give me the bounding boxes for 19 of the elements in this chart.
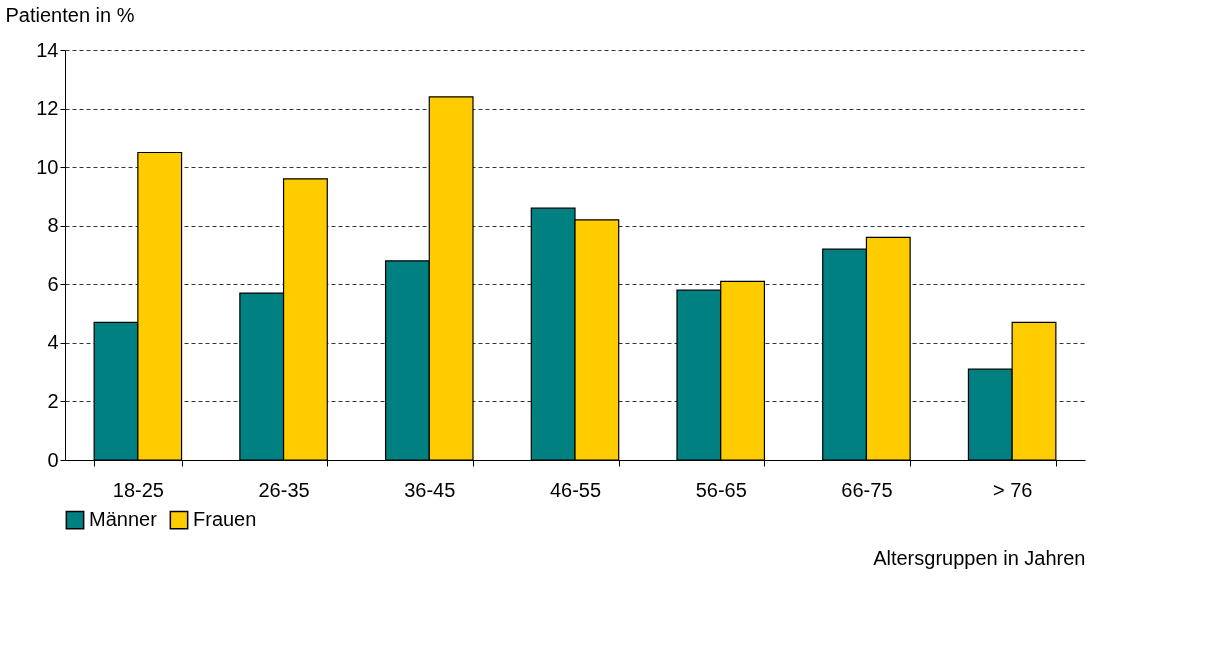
y-tick-label: 6 <box>47 272 59 295</box>
x-tick-label: 26-35 <box>258 478 310 501</box>
y-tick-label: 2 <box>47 389 59 412</box>
y-axis-title: Patienten in % <box>5 3 135 26</box>
x-tick-label: 56-65 <box>695 478 747 501</box>
y-tick-label: 12 <box>36 97 59 120</box>
x-tick-label: 36-45 <box>404 478 456 501</box>
legend-label: Männer <box>89 508 158 531</box>
y-tick-label: 14 <box>36 38 59 61</box>
y-tick-label: 10 <box>36 155 59 178</box>
x-tick-label: 18-25 <box>112 478 164 501</box>
x-axis-title: Altersgruppen in Jahren <box>873 546 1086 569</box>
x-tick-label: 46-55 <box>549 478 602 501</box>
y-tick-label: 4 <box>47 331 59 354</box>
x-tick-label: 66-75 <box>841 478 893 501</box>
y-tick-label: 0 <box>47 448 59 471</box>
x-tick-label: > 76 <box>992 478 1033 501</box>
legend-label: Frauen <box>193 508 257 531</box>
y-tick-label: 8 <box>47 214 59 237</box>
